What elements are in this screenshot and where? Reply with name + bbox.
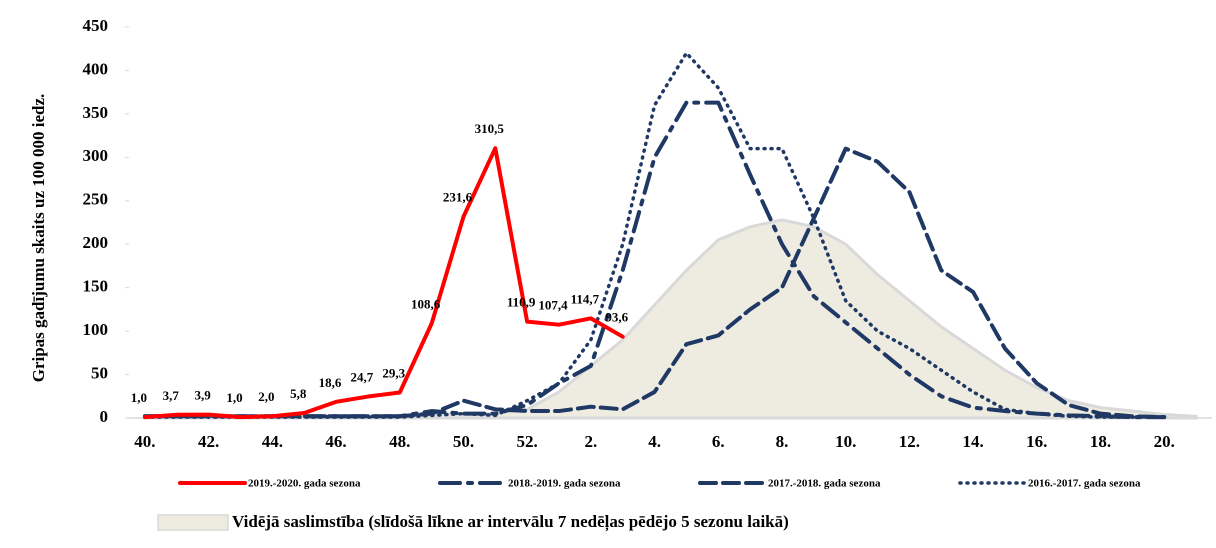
legend-label: 2018.-2019. gada sezona xyxy=(508,478,621,490)
legend-label: 2016.-2017. gada sezona xyxy=(1028,478,1141,490)
y-tick-label: 350 xyxy=(83,103,109,122)
x-tick-label: 4. xyxy=(648,432,661,451)
data-label: 1,0 xyxy=(226,390,242,405)
legend-label: Vidējā saslimstība (slīdošā līkne ar int… xyxy=(232,512,789,532)
x-tick-label: 16. xyxy=(1026,432,1047,451)
x-tick-label: 18. xyxy=(1090,432,1111,451)
series-line xyxy=(142,146,625,420)
x-tick-label: 40. xyxy=(134,432,155,451)
y-axis-title: Gripas gadījumu skaits uz 100 000 iedz. xyxy=(29,94,48,383)
x-tick-label: 46. xyxy=(325,432,346,451)
x-tick-label: 10. xyxy=(835,432,856,451)
x-tick-label: 8. xyxy=(776,432,789,451)
y-tick-label: 100 xyxy=(83,320,109,339)
data-label: 18,6 xyxy=(319,375,342,390)
data-label: 114,7 xyxy=(571,291,600,306)
data-label: 1,0 xyxy=(131,390,147,405)
y-tick-label: 0 xyxy=(100,407,109,426)
y-tick-label: 400 xyxy=(83,59,109,78)
data-label: 3,9 xyxy=(195,388,212,403)
y-tick-label: 300 xyxy=(83,146,109,165)
y-tick-label: 200 xyxy=(83,233,109,252)
legend-label: 2019.-2020. gada sezona xyxy=(248,478,361,490)
data-label: 24,7 xyxy=(351,370,374,385)
data-label: 107,4 xyxy=(538,298,568,313)
x-tick-label: 12. xyxy=(899,432,920,451)
x-tick-label: 44. xyxy=(262,432,283,451)
data-label: 5,8 xyxy=(290,386,307,401)
legend-swatch xyxy=(157,514,229,531)
data-label: 29,3 xyxy=(382,366,405,381)
y-tick-label: 150 xyxy=(83,277,109,296)
x-tick-label: 50. xyxy=(453,432,474,451)
y-tick-label: 50 xyxy=(91,363,108,382)
legend-label: 2017.-2018. gada sezona xyxy=(768,478,881,490)
data-label: 2,0 xyxy=(258,389,274,404)
data-label: 108,6 xyxy=(411,297,441,312)
x-tick-label: 42. xyxy=(198,432,219,451)
x-tick-label: 52. xyxy=(517,432,538,451)
data-label: 93,6 xyxy=(605,310,628,325)
data-label: 310,5 xyxy=(475,121,505,136)
x-tick-label: 48. xyxy=(389,432,410,451)
data-label: 110,9 xyxy=(507,295,536,310)
x-tick-label: 14. xyxy=(962,432,983,451)
series-line xyxy=(142,100,1167,420)
data-label: 231,6 xyxy=(443,190,473,205)
data-label: 3,7 xyxy=(163,388,180,403)
x-tick-label: 20. xyxy=(1154,432,1175,451)
x-tick-label: 2. xyxy=(584,432,597,451)
x-tick-label: 6. xyxy=(712,432,725,451)
y-tick-label: 250 xyxy=(83,190,109,209)
y-tick-label: 450 xyxy=(83,16,109,35)
